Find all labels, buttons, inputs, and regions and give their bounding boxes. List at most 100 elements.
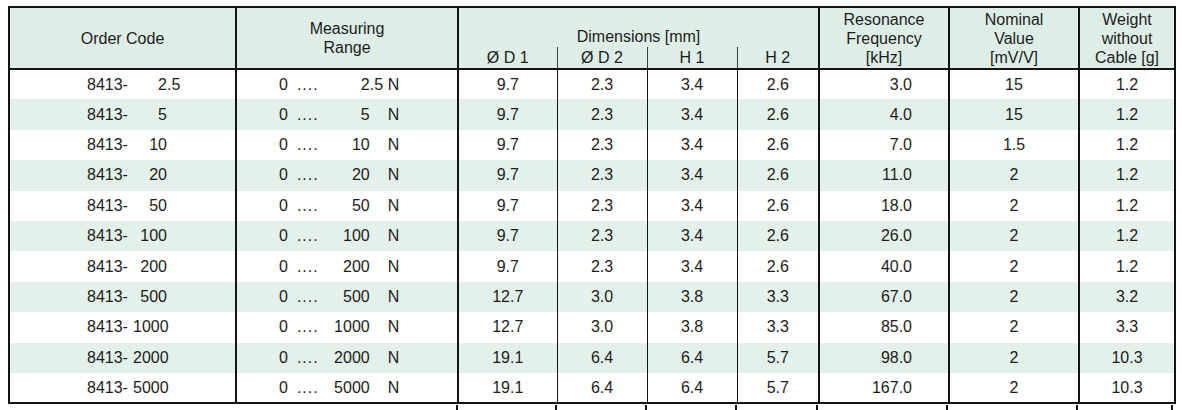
order-code-prefix: 8413- xyxy=(87,379,133,397)
range-dots: .... xyxy=(297,106,319,124)
range-unit: N xyxy=(388,166,400,184)
resonance-frequency-cell: 167.0 xyxy=(819,373,949,403)
spec-table: Order Code Measuring Range Dimensions [m… xyxy=(8,6,1176,404)
range-end: 5 xyxy=(319,106,370,124)
weight-cell: 1.2 xyxy=(1079,99,1175,129)
weight-cell: 1.2 xyxy=(1079,221,1175,251)
header-dim-d2: Ø D 2 xyxy=(557,47,647,69)
order-code-prefix: 8413- xyxy=(87,318,133,336)
dimension-h2-cell: 2.6 xyxy=(737,130,819,160)
nominal-value-cell: 2 xyxy=(949,312,1079,342)
measuring-range-cell: 0....5N xyxy=(236,99,458,129)
measuring-range-cell: 0....2000N xyxy=(236,343,458,373)
dimension-d2-cell: 3.0 xyxy=(557,282,647,312)
weight-cell: 1.2 xyxy=(1079,251,1175,281)
table-header: Order Code Measuring Range Dimensions [m… xyxy=(9,7,1175,69)
nominal-value-cell: 2 xyxy=(949,373,1079,403)
resonance-frequency-cell: 3.0 xyxy=(819,69,949,99)
range-unit: N xyxy=(388,106,400,124)
weight-cell: 1.2 xyxy=(1079,69,1175,99)
range-dots: .... xyxy=(297,349,319,367)
table-row: 8413-50....5N9.72.33.42.64.0151.2 xyxy=(9,99,1175,129)
header-dim-h2: H 2 xyxy=(737,47,819,69)
range-unit: N xyxy=(388,349,400,367)
measuring-range-cell: 0....100N xyxy=(236,221,458,251)
order-code-prefix: 8413- xyxy=(87,197,133,215)
table-row: 8413-200....20N9.72.33.42.611.021.2 xyxy=(9,160,1175,190)
header-weight-line3: Cable [g] xyxy=(1080,48,1174,67)
dimension-h1-cell: 3.4 xyxy=(647,99,737,129)
order-code-number: 5 xyxy=(133,106,167,124)
nominal-value-cell: 2 xyxy=(949,343,1079,373)
resonance-frequency-cell: 26.0 xyxy=(819,221,949,251)
dimension-d2-cell: 2.3 xyxy=(557,191,647,221)
table-row: 8413-1000....100N9.72.33.42.626.021.2 xyxy=(9,221,1175,251)
order-code-number: 20 xyxy=(133,166,167,184)
order-code-cell: 8413-2.5 xyxy=(9,69,236,99)
dimension-h1-cell: 3.4 xyxy=(647,221,737,251)
order-code-number: 200 xyxy=(133,258,167,276)
dimension-d1-cell: 9.7 xyxy=(458,130,557,160)
header-nominal-line2: Value xyxy=(950,29,1078,48)
nominal-value-cell: 15 xyxy=(949,99,1079,129)
order-code-cell: 8413-500 xyxy=(9,282,236,312)
header-order-code: Order Code xyxy=(9,7,236,69)
nominal-value-cell: 2 xyxy=(949,191,1079,221)
dimension-h2-cell: 2.6 xyxy=(737,69,819,99)
order-code-prefix: 8413- xyxy=(87,227,133,245)
dimension-d1-cell: 19.1 xyxy=(458,343,557,373)
nominal-value-cell: 15 xyxy=(949,69,1079,99)
range-unit: N xyxy=(388,288,400,306)
dimension-d1-cell: 9.7 xyxy=(458,69,557,99)
measuring-range-cell: 0....1000N xyxy=(236,312,458,342)
dimension-h2-cell: 3.3 xyxy=(737,282,819,312)
table-continuation-stub xyxy=(1076,405,1078,410)
weight-cell: 10.3 xyxy=(1079,373,1175,403)
range-start: 0 xyxy=(279,197,288,215)
order-code-number: 1000 xyxy=(133,318,167,336)
range-start: 0 xyxy=(279,349,288,367)
order-code-number: 100 xyxy=(133,227,167,245)
header-resonance-line1: Resonance xyxy=(820,10,948,29)
header-row-top: Order Code Measuring Range Dimensions [m… xyxy=(9,7,1175,47)
order-code-prefix: 8413- xyxy=(87,258,133,276)
range-dots: .... xyxy=(297,76,319,94)
range-unit: N xyxy=(388,318,400,336)
header-weight: Weight without Cable [g] xyxy=(1079,7,1175,69)
dimension-d1-cell: 9.7 xyxy=(458,191,557,221)
range-start: 0 xyxy=(279,76,288,94)
dimension-h1-cell: 3.4 xyxy=(647,251,737,281)
dimension-d1-cell: 12.7 xyxy=(458,282,557,312)
order-code-cell: 8413-5000 xyxy=(9,373,236,403)
order-code-cell: 8413-20 xyxy=(9,160,236,190)
header-weight-line2: without xyxy=(1080,29,1174,48)
range-dots: .... xyxy=(297,379,319,397)
order-code-cell: 8413-5 xyxy=(9,99,236,129)
dimension-d1-cell: 9.7 xyxy=(458,160,557,190)
resonance-frequency-cell: 4.0 xyxy=(819,99,949,129)
resonance-frequency-cell: 11.0 xyxy=(819,160,949,190)
dimension-d2-cell: 6.4 xyxy=(557,343,647,373)
dimension-h1-cell: 3.4 xyxy=(647,191,737,221)
measuring-range-cell: 0....50N xyxy=(236,191,458,221)
measuring-range-cell: 0....5000N xyxy=(236,373,458,403)
measuring-range-cell: 0....500N xyxy=(236,282,458,312)
range-start: 0 xyxy=(279,227,288,245)
range-end: 5000 xyxy=(319,379,370,397)
header-nominal-line1: Nominal xyxy=(950,10,1078,29)
dimension-d2-cell: 2.3 xyxy=(557,130,647,160)
order-code-cell: 8413-1000 xyxy=(9,312,236,342)
dimension-h2-cell: 2.6 xyxy=(737,160,819,190)
header-resonance-line2: Frequency xyxy=(820,29,948,48)
order-code-number: 2 xyxy=(133,76,167,94)
range-unit: N xyxy=(388,136,400,154)
order-code-cell: 8413-2000 xyxy=(9,343,236,373)
dimension-h1-cell: 3.8 xyxy=(647,312,737,342)
header-nominal-line3: [mV/V] xyxy=(950,48,1078,67)
order-code-number: 10 xyxy=(133,136,167,154)
range-unit: N xyxy=(388,76,400,94)
dimension-d2-cell: 6.4 xyxy=(557,373,647,403)
dimension-h1-cell: 3.4 xyxy=(647,69,737,99)
header-dim-h1: H 1 xyxy=(647,47,737,69)
dimension-h2-cell: 2.6 xyxy=(737,99,819,129)
